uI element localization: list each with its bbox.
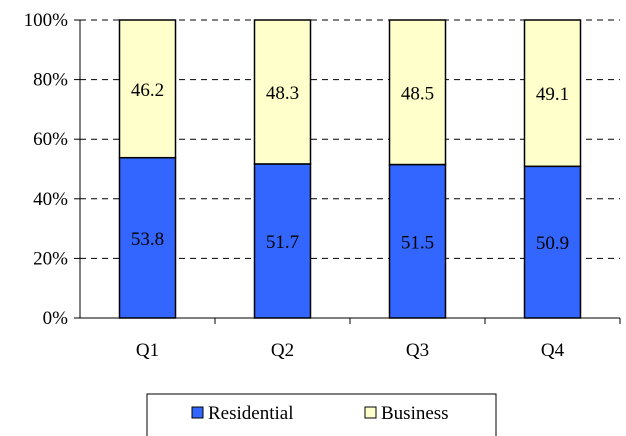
y-tick-label: 100% — [24, 10, 69, 31]
x-tick-labels: Q1 Q2 Q3 Q4 — [136, 340, 565, 361]
data-label: 50.9 — [536, 233, 569, 254]
legend-label-business: Business — [381, 403, 449, 424]
legend: Residential Business — [146, 393, 497, 436]
bar-residential-q1 — [118, 156, 177, 319]
data-label: 46.2 — [131, 80, 164, 101]
data-label: 51.7 — [266, 232, 299, 253]
x-tick-label: Q2 — [271, 340, 294, 361]
y-tick-label: 40% — [33, 189, 68, 210]
bars: 53.8 46.2 51.7 48.3 51.5 48.5 50.9 49.1 — [118, 19, 582, 319]
x-tick-label: Q3 — [406, 340, 429, 361]
bar-residential-q2 — [253, 163, 312, 319]
y-tick-label: 0% — [43, 308, 69, 329]
y-tick-labels: 0% 20% 40% 60% 80% 100% — [24, 10, 69, 329]
bar-business-q3 — [388, 19, 447, 166]
y-tick-label: 80% — [33, 70, 68, 91]
bar-business-q1 — [118, 19, 177, 159]
data-label: 51.5 — [401, 232, 434, 253]
data-label: 53.8 — [131, 229, 164, 250]
data-label: 49.1 — [536, 84, 569, 105]
bar-business-q4 — [523, 19, 582, 168]
x-tick-label: Q4 — [541, 340, 565, 361]
legend-swatch-business — [364, 406, 377, 419]
x-tick-label: Q1 — [136, 340, 159, 361]
data-label: 48.3 — [266, 83, 299, 104]
bar-business-q2 — [253, 19, 312, 165]
axes — [74, 19, 621, 324]
legend-swatch-residential — [191, 406, 204, 419]
legend-label-residential: Residential — [208, 403, 293, 424]
legend-box — [146, 393, 497, 436]
data-label: 48.5 — [401, 83, 434, 104]
y-tick-label: 60% — [33, 129, 68, 150]
y-tick-label: 20% — [33, 248, 68, 269]
